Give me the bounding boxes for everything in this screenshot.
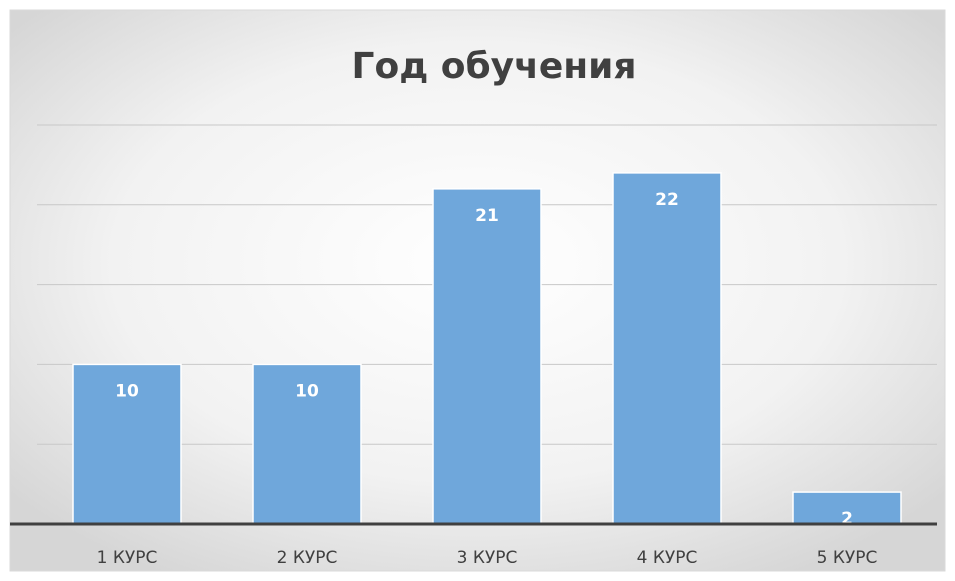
chart-title: Год обучения [352,46,637,87]
data-label: 10 [115,381,139,401]
bar [72,363,182,525]
data-label: 2 [841,509,853,529]
data-label: 21 [475,206,499,226]
x-tick-label: 5 КУРС [817,548,878,568]
x-tick-label: 3 КУРС [457,548,518,568]
bar [432,188,542,525]
data-label: 22 [655,190,679,210]
x-tick-label: 2 КУРС [277,548,338,568]
bar [612,172,722,525]
x-tick-label: 1 КУРС [97,548,158,568]
bar [252,363,362,525]
x-tick-label: 4 КУРС [637,548,698,568]
data-label: 10 [295,381,319,401]
